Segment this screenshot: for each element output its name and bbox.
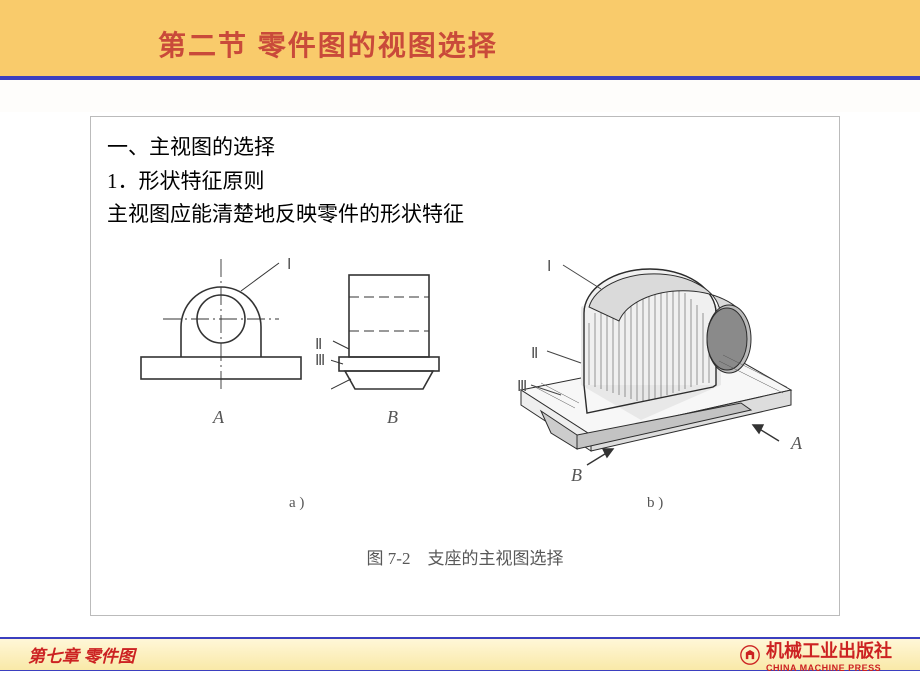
page-title: 第二节 零件图的视图选择 — [158, 24, 498, 64]
diagram-area: Ⅰ A Ⅱ — [91, 247, 839, 605]
footer-publisher: 机械工业出版社 CHINA MACHINE PRESS — [740, 637, 892, 673]
arrow-label-b: B — [571, 465, 582, 486]
label-roman-1: Ⅰ — [547, 257, 551, 276]
header-band: 第二节 零件图的视图选择 — [0, 0, 920, 80]
label-roman-3: Ⅲ — [517, 377, 527, 396]
view-label-b: B — [387, 407, 398, 428]
isometric-diagram — [491, 235, 811, 495]
heading-line-2: 1．形状特征原则 — [107, 165, 823, 199]
content-box: 一、主视图的选择 1．形状特征原则 主视图应能清楚地反映零件的形状特征 Ⅰ — [90, 116, 840, 616]
sublabel-b: b ) — [647, 495, 663, 512]
publisher-logo-icon — [740, 645, 760, 665]
label-roman-1a: Ⅰ — [287, 255, 291, 274]
arrow-label-a: A — [791, 433, 802, 454]
label-roman-3b: Ⅲ — [315, 351, 325, 370]
footer-bar: 第七章 零件图 机械工业出版社 CHINA MACHINE PRESS — [0, 637, 920, 671]
heading-line-1: 一、主视图的选择 — [107, 131, 823, 165]
label-roman-2: Ⅱ — [531, 344, 538, 363]
view-a-diagram — [131, 257, 311, 417]
publisher-name-en: CHINA MACHINE PRESS — [766, 663, 892, 673]
heading-line-3: 主视图应能清楚地反映零件的形状特征 — [107, 198, 823, 232]
view-b-diagram — [331, 267, 451, 417]
view-label-a: A — [213, 407, 224, 428]
footer-chapter: 第七章 零件图 — [28, 642, 135, 667]
sublabel-a: a ) — [289, 495, 304, 512]
publisher-name-cn: 机械工业出版社 — [766, 637, 892, 663]
header-gap — [0, 80, 920, 112]
figure-caption: 图 7-2 支座的主视图选择 — [91, 544, 839, 569]
